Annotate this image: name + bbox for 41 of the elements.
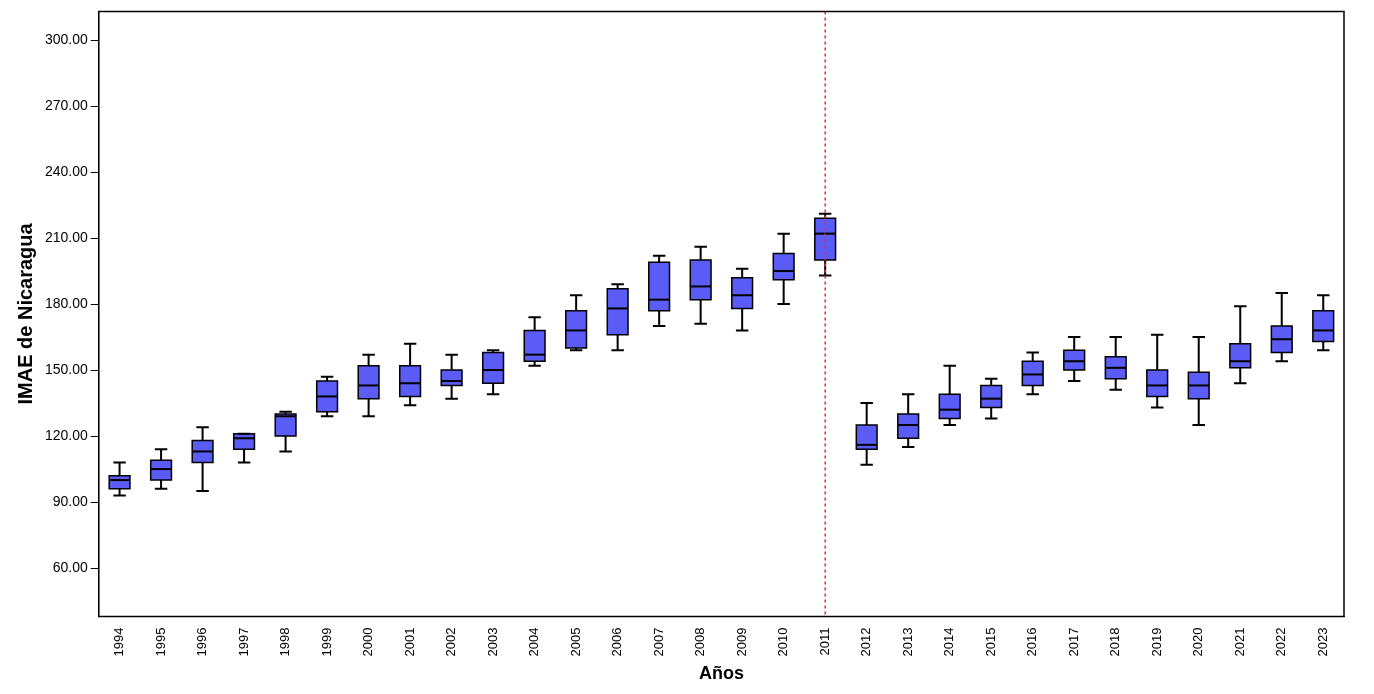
x-tick-label: 2011 xyxy=(816,627,832,656)
x-tick-label: 1999 xyxy=(318,627,334,657)
x-tick-label: 2003 xyxy=(484,627,500,657)
y-axis-title: IMAE de Nicaragua xyxy=(13,222,36,405)
x-tick-label: 2020 xyxy=(1190,627,1206,657)
y-tick-label: 210.00 xyxy=(44,228,89,245)
x-tick-label: 1996 xyxy=(194,627,210,657)
x-tick-label: 2017 xyxy=(1065,627,1081,657)
y-tick-label: 240.00 xyxy=(44,162,89,179)
x-tick-label: 1995 xyxy=(152,627,168,657)
y-tick-label: 300.00 xyxy=(44,30,89,47)
x-tick-label: 1998 xyxy=(277,627,293,657)
x-tick-label: 2002 xyxy=(443,627,459,657)
x-tick-label: 2005 xyxy=(567,627,583,657)
x-tick-label: 2000 xyxy=(360,627,376,657)
x-tick-label: 2023 xyxy=(1314,627,1330,657)
x-tick-label: 2018 xyxy=(1107,627,1123,657)
y-tick-label: 60.00 xyxy=(52,558,89,575)
y-tick-label: 90.00 xyxy=(52,492,89,509)
x-tick-label: 1997 xyxy=(235,627,251,657)
x-tick-label: 2001 xyxy=(401,627,417,657)
x-tick-label: 2009 xyxy=(733,627,749,657)
x-axis-title: Años xyxy=(698,663,744,684)
y-tick-label: 270.00 xyxy=(44,96,89,113)
x-tick-label: 2004 xyxy=(526,627,542,657)
y-tick-label: 180.00 xyxy=(44,294,89,311)
x-tick-label: 2015 xyxy=(982,627,998,657)
y-tick-label: 150.00 xyxy=(44,360,89,377)
x-tick-label: 2008 xyxy=(692,627,708,657)
x-tick-label: 2006 xyxy=(609,627,625,657)
x-tick-label: 2007 xyxy=(650,627,666,657)
x-tick-label: 2016 xyxy=(1024,627,1040,657)
x-tick-label: 1994 xyxy=(111,627,127,657)
x-tick-label: 2012 xyxy=(858,627,874,657)
x-tick-label: 2014 xyxy=(941,627,957,657)
x-tick-label: 2019 xyxy=(1148,627,1164,657)
x-tick-label: 2013 xyxy=(899,627,915,657)
x-tick-label: 2021 xyxy=(1231,627,1247,657)
y-tick-label: 120.00 xyxy=(44,426,89,443)
x-tick-label: 2010 xyxy=(775,627,791,657)
x-tick-label: 2022 xyxy=(1273,627,1289,657)
